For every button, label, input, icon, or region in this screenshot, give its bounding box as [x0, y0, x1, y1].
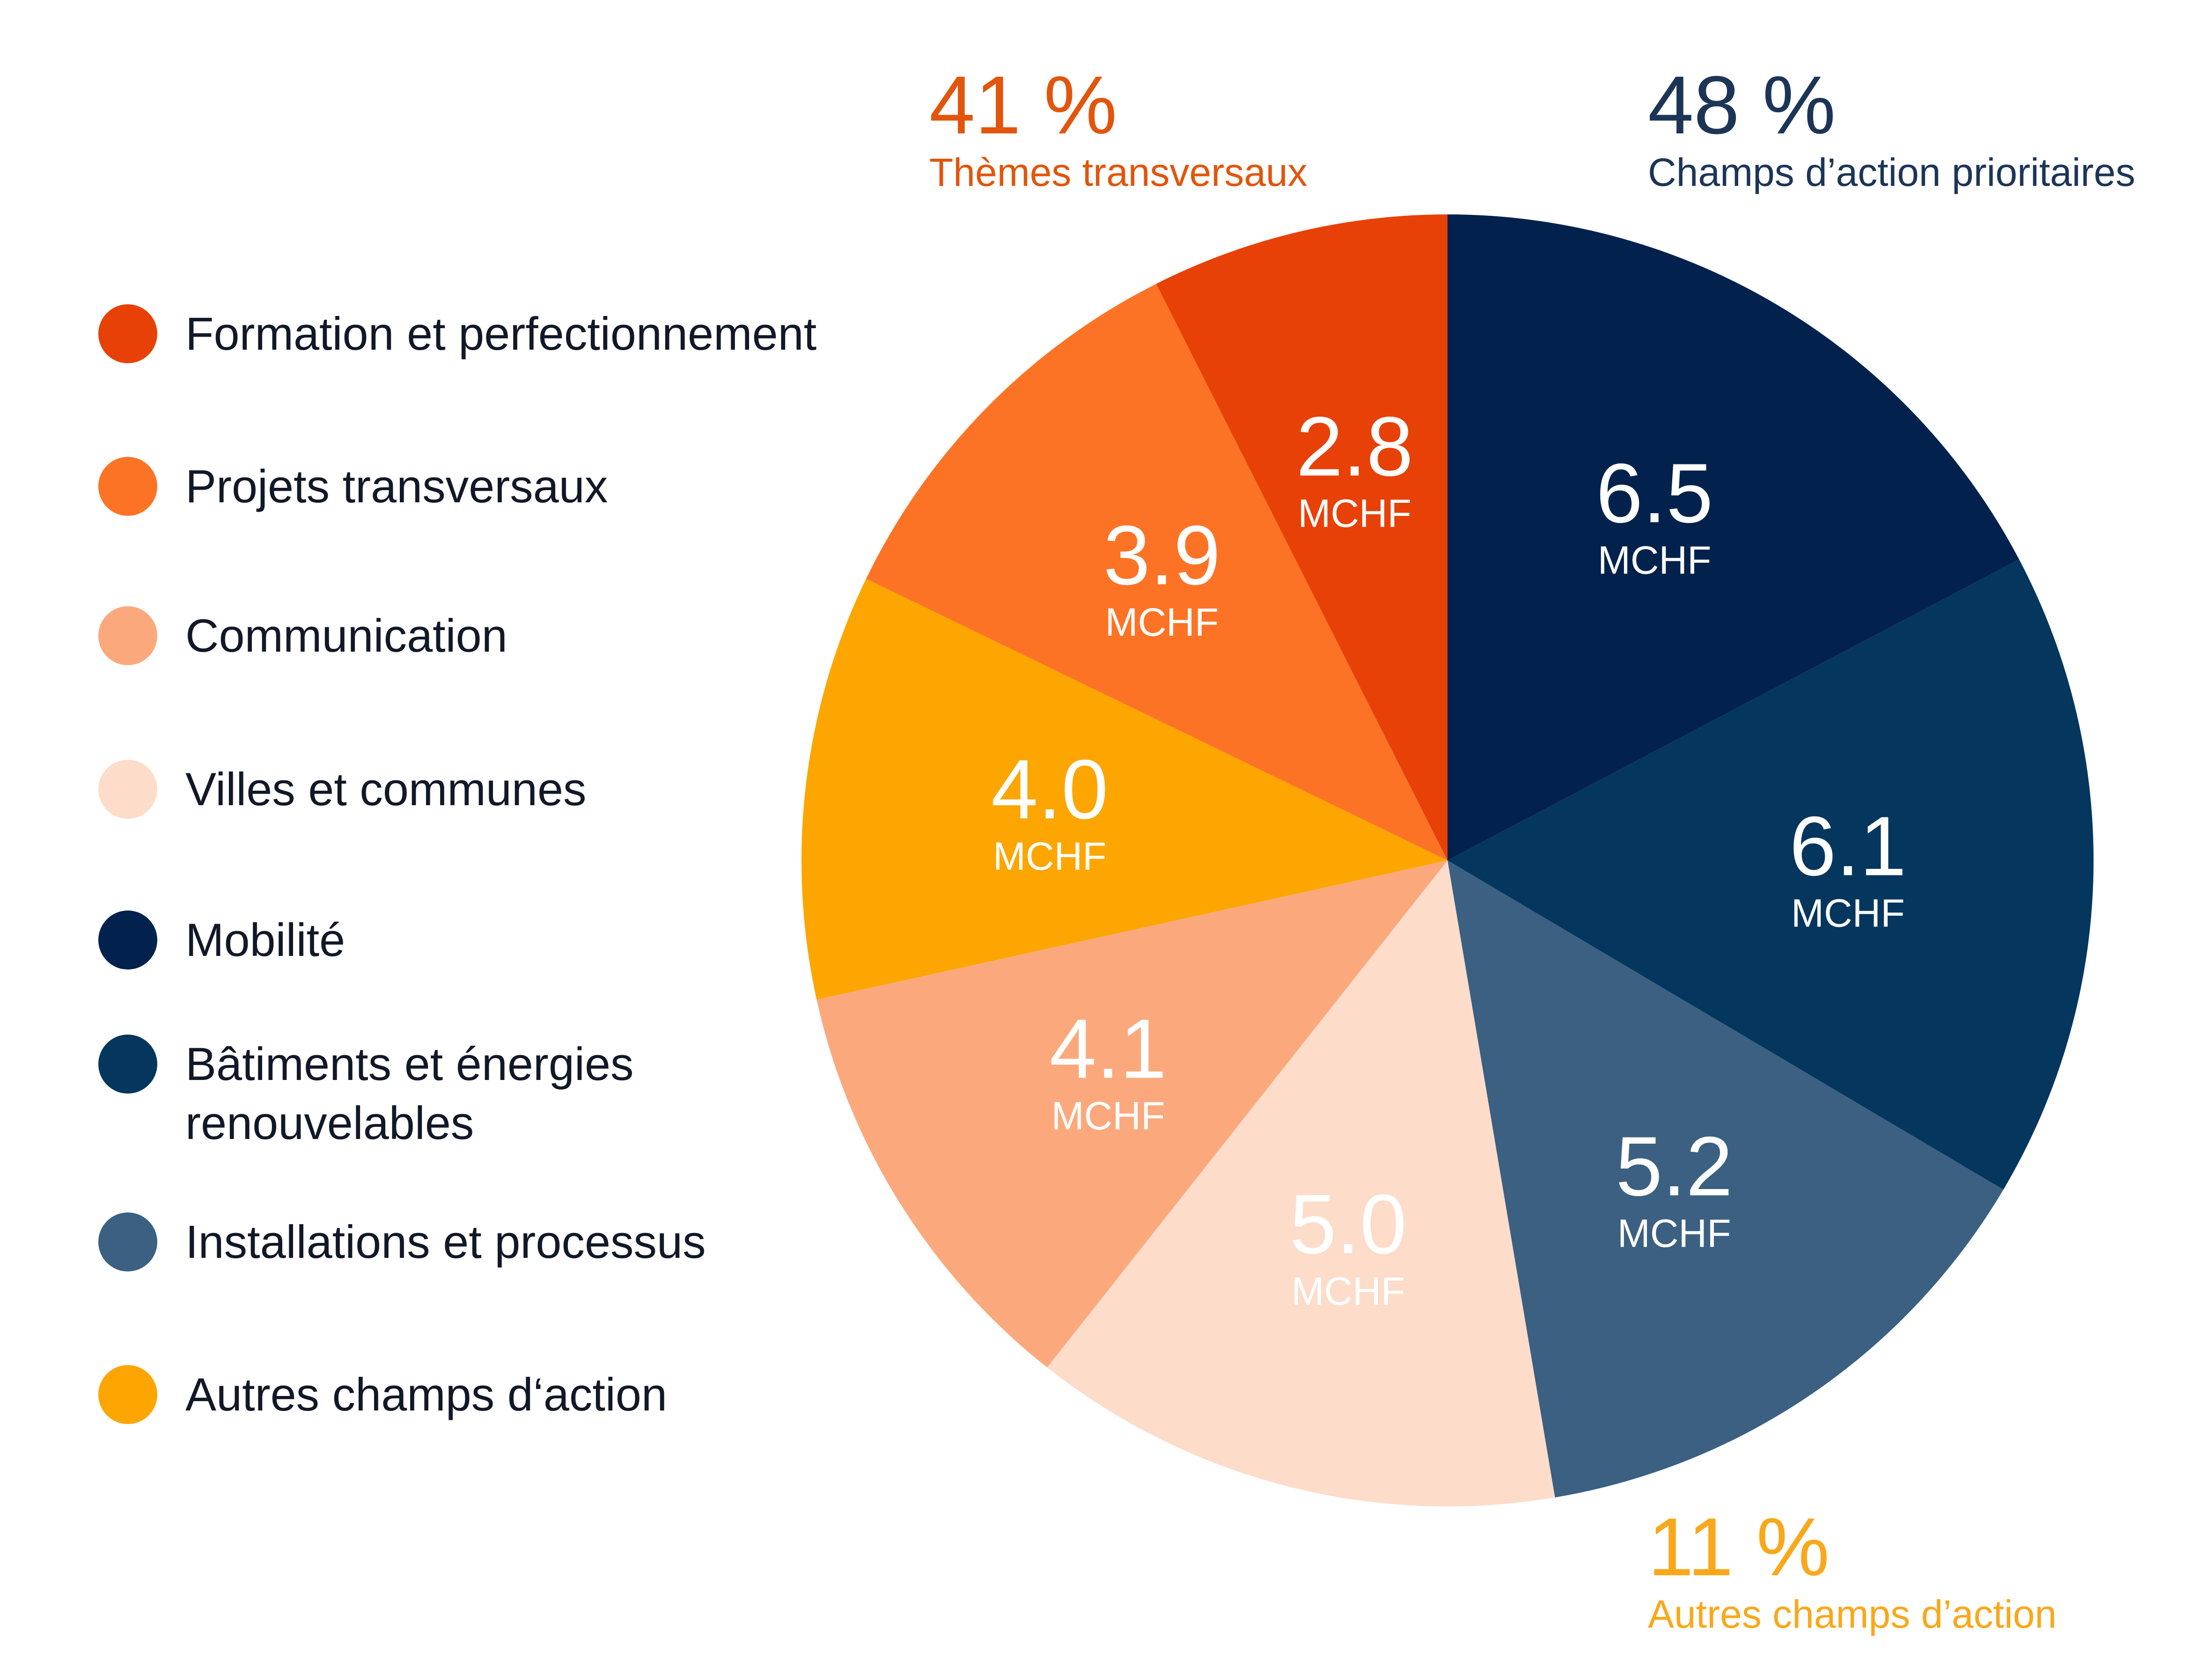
- slice-value-label: 5.0: [1290, 1177, 1407, 1271]
- slice-unit-label: MCHF: [1291, 1269, 1405, 1313]
- legend-label: Bâtiments et énergies renouvelables: [185, 1038, 634, 1149]
- legend-swatch: [98, 911, 157, 970]
- pie-slice-3: [1047, 860, 1555, 1506]
- legend-item-projets: Projets transversaux: [98, 457, 941, 516]
- legend-swatch: [98, 760, 157, 819]
- legend-swatch: [98, 1365, 157, 1424]
- legend-swatch: [98, 1035, 157, 1094]
- legend-swatch: [98, 304, 157, 363]
- slice-unit-label: MCHF: [1617, 1211, 1731, 1255]
- slice-unit-label: MCHF: [1051, 1094, 1165, 1138]
- group-percent: 41 %: [929, 59, 1117, 151]
- slice-value-label: 3.9: [1103, 508, 1220, 602]
- legend-label: Formation et perfectionnement: [185, 308, 817, 360]
- group-name: Thèmes transversaux: [929, 150, 1308, 194]
- slice-value-label: 4.0: [991, 742, 1108, 837]
- slice-value-label: 5.2: [1616, 1119, 1733, 1213]
- legend-item-autres: Autres champs d‘action: [98, 1365, 941, 1424]
- legend-label: Villes et communes: [185, 763, 587, 815]
- group-label-themes-transversaux: 41 % Thèmes transversaux: [929, 61, 1308, 195]
- legend-swatch: [98, 606, 157, 665]
- slice-value-label: 6.1: [1789, 799, 1906, 893]
- pie-slice-7: [1156, 214, 1448, 860]
- slice-unit-label: MCHF: [1598, 538, 1712, 582]
- pie-slice-5: [801, 579, 1448, 1000]
- slice-unit-label: MCHF: [993, 834, 1107, 878]
- pie-slices: [801, 214, 2094, 1506]
- legend-item-villes: Villes et communes: [98, 760, 941, 819]
- pie-slice-2: [1448, 860, 2004, 1498]
- slice-unit-label: MCHF: [1105, 600, 1219, 644]
- pie-slice-6: [866, 284, 1448, 861]
- legend-label: Communication: [185, 610, 507, 661]
- slice-value-label: 6.5: [1596, 447, 1713, 541]
- group-name: Champs d’action prioritaires: [1648, 150, 2136, 194]
- slice-unit-label: MCHF: [1791, 891, 1905, 935]
- pie-slice-4: [816, 860, 1448, 1368]
- slice-value-label: 2.8: [1296, 400, 1413, 494]
- slice-value-label: 4.1: [1050, 1002, 1167, 1096]
- legend-item-installations: Installations et processus: [98, 1212, 941, 1271]
- legend-label: Installations et processus: [185, 1216, 706, 1268]
- legend-label: Projets transversaux: [185, 460, 608, 512]
- legend-item-communication: Communication: [98, 606, 941, 665]
- group-percent: 48 %: [1648, 59, 1836, 151]
- group-name: Autres champs d’action: [1648, 1592, 2057, 1636]
- pie-slice-0: [1448, 214, 2020, 860]
- legend-swatch: [98, 457, 157, 516]
- legend-item-batiments: Bâtiments et énergies renouvelables: [98, 1035, 941, 1153]
- legend-label: Autres champs d‘action: [185, 1368, 668, 1420]
- pie-slice-1: [1448, 559, 2094, 1190]
- legend-label: Mobilité: [185, 914, 345, 966]
- group-percent: 11 %: [1648, 1501, 1830, 1593]
- group-label-autres-champs: 11 % Autres champs d’action: [1648, 1503, 2057, 1637]
- legend-item-formation: Formation et perfectionnement: [98, 304, 941, 363]
- legend-item-mobilite: Mobilité: [98, 911, 941, 970]
- legend-swatch: [98, 1212, 157, 1271]
- group-label-champs-prioritaires: 48 % Champs d’action prioritaires: [1648, 61, 2135, 195]
- slice-value-labels: 6.5MCHF6.1MCHF5.2MCHF5.0MCHF4.1MCHF4.0MC…: [991, 400, 1906, 1313]
- slice-unit-label: MCHF: [1298, 492, 1411, 536]
